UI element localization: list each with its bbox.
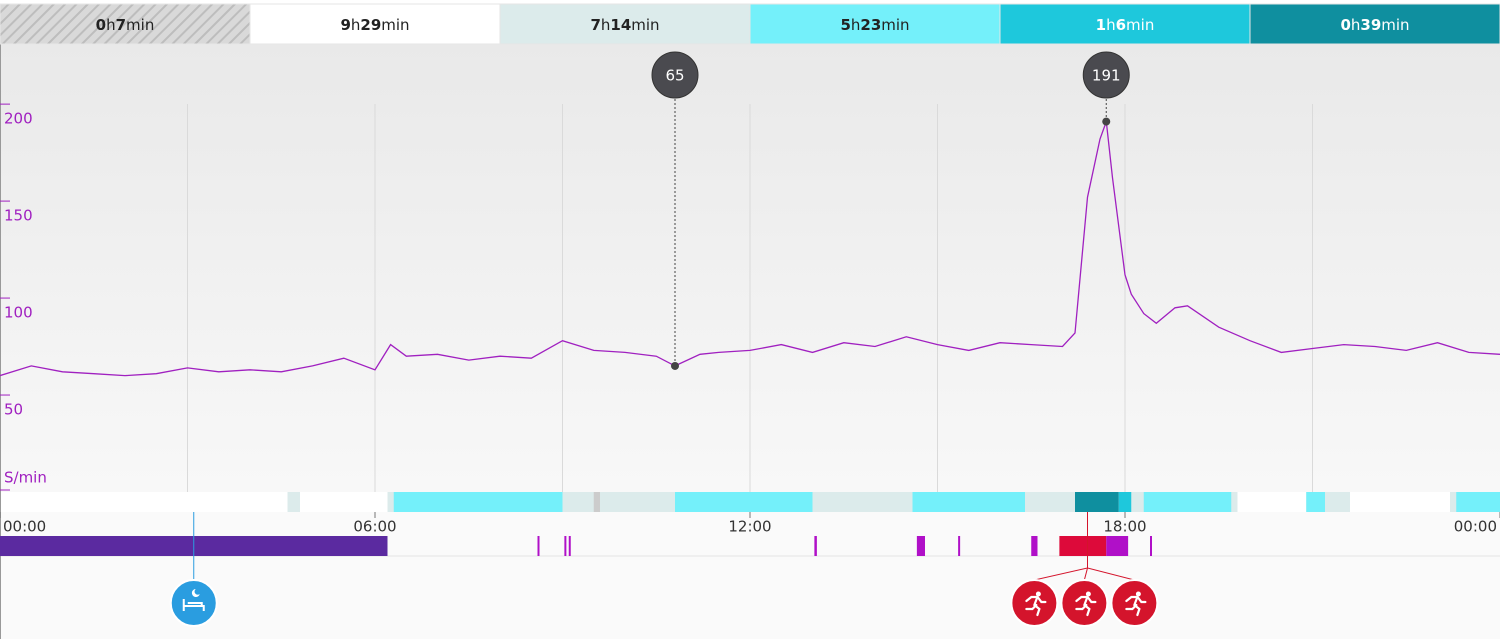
zone-duration: 7h14min xyxy=(590,16,659,34)
event-segment xyxy=(1059,536,1106,556)
event-segment xyxy=(569,536,571,556)
event-segment xyxy=(1031,536,1037,556)
x-tick-label: 06:00 xyxy=(353,518,396,536)
zone-strip-segment xyxy=(1350,492,1450,512)
zone-strip-segment xyxy=(1119,492,1132,512)
y-tick-label: 150 xyxy=(4,207,33,225)
marker-dot xyxy=(671,362,679,370)
zone-strip-segment xyxy=(675,492,813,512)
event-segment xyxy=(1150,536,1152,556)
zone-duration: 5h23min xyxy=(840,16,909,34)
event-segment xyxy=(814,536,817,556)
x-tick-label: 00:00 xyxy=(1454,518,1497,536)
runner-head xyxy=(1136,592,1141,597)
zone-strip-segment xyxy=(1238,492,1307,512)
y-tick-label: 200 xyxy=(4,110,33,128)
runner-head xyxy=(1036,592,1041,597)
marker-dot xyxy=(1102,118,1110,126)
zone-strip-segment xyxy=(288,492,301,512)
runner-head xyxy=(1086,592,1091,597)
event-segment xyxy=(917,536,925,556)
zone-duration: 9h29min xyxy=(340,16,409,34)
zone-strip-segment xyxy=(1456,492,1500,512)
x-tick-label: 12:00 xyxy=(728,518,771,536)
zone-strip-segment xyxy=(1306,492,1325,512)
x-tick-label: 00:00 xyxy=(3,518,46,536)
event-segment xyxy=(958,536,960,556)
zone-strip-segment xyxy=(594,492,600,512)
y-axis-label: S/min xyxy=(4,469,47,487)
zone-strip-segment xyxy=(913,492,1026,512)
event-segment xyxy=(564,536,566,556)
zone-duration: 0h7min xyxy=(96,16,155,34)
zone-duration: 1h6min xyxy=(1096,16,1155,34)
zone-strip-segment xyxy=(1144,492,1232,512)
marker-value: 65 xyxy=(665,67,684,85)
zone-strip-segment xyxy=(1075,492,1119,512)
x-tick-label: 18:00 xyxy=(1103,518,1146,536)
y-tick-label: 100 xyxy=(4,304,33,322)
y-tick-label: 50 xyxy=(4,401,23,419)
zone-strip-segment xyxy=(394,492,563,512)
marker-value: 191 xyxy=(1092,67,1121,85)
event-segment xyxy=(1106,536,1128,556)
event-segment xyxy=(538,536,540,556)
zone-duration: 0h39min xyxy=(1340,16,1409,34)
